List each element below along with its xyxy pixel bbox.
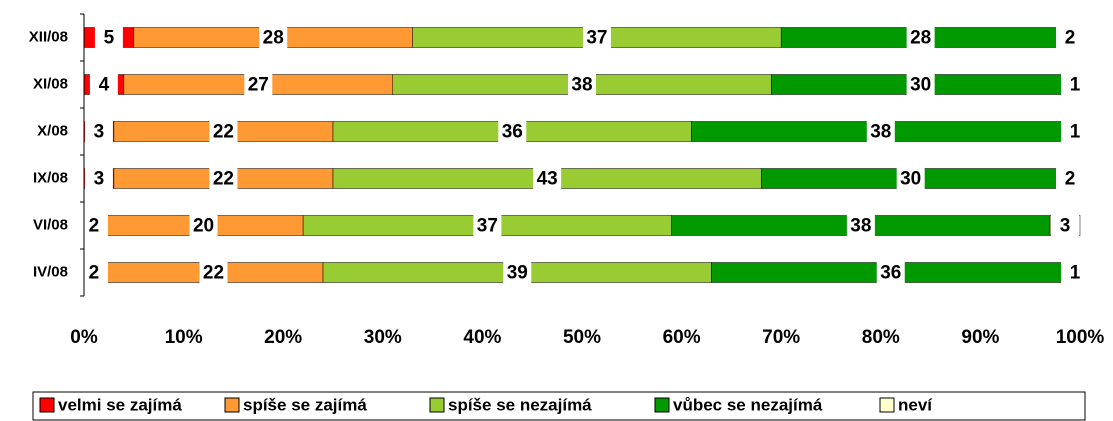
label-bg [582,25,611,50]
data-label: 1 [1070,122,1081,143]
label-bg [533,166,562,191]
data-label: 4 [99,75,110,96]
legend-label: neví [898,395,933,414]
data-label: 22 [213,122,234,143]
data-label: 27 [248,75,269,96]
label-bg [473,213,502,238]
label-bg [84,166,113,191]
label-bg [209,166,238,191]
label-bg [199,260,228,285]
label-bg [189,213,218,238]
data-label: 2 [1065,28,1076,49]
label-bg [244,72,273,97]
data-label: 28 [910,28,931,49]
label-bg [568,72,596,97]
data-label: 3 [94,122,105,143]
label-bg [876,260,905,285]
data-label: 5 [104,28,115,49]
legend-swatch [224,397,240,413]
label-bg [896,166,925,191]
data-label: 38 [571,75,592,96]
label-bg [1061,260,1090,285]
data-label: 30 [900,169,921,190]
legend-swatch [39,397,55,413]
legend-swatch [879,397,895,413]
legend-swatch [429,397,445,413]
label-bg [846,213,875,238]
y-tick-label: IX/08 [33,169,68,186]
y-tick-label: VI/08 [33,216,68,233]
data-label: 43 [537,169,558,190]
data-label: 1 [1070,75,1081,96]
y-tick-label: XII/08 [29,28,68,45]
label-bg [906,72,935,97]
label-bg [259,25,288,50]
x-tick-label: 60% [663,327,701,348]
x-tick-label: 30% [364,327,402,348]
data-label: 38 [870,122,891,143]
data-label: 39 [507,263,528,284]
x-tick-label: 50% [563,327,601,348]
y-tick-label: X/08 [37,122,68,139]
label-bg [94,25,123,50]
data-label: 38 [850,216,871,237]
label-bg [866,119,895,144]
label-bg [906,25,935,50]
legend-label: vůbec se nezajímá [673,395,823,414]
data-label: 36 [880,263,901,284]
legend-swatch [654,397,670,413]
data-label: 37 [477,216,498,237]
data-label: 36 [502,122,523,143]
data-label: 37 [586,28,607,49]
label-bg [89,72,118,97]
data-label: 2 [89,216,100,237]
x-tick-label: 100% [1056,327,1105,348]
x-tick-label: 80% [862,327,900,348]
legend-label: velmi se zajímá [58,395,182,414]
data-label: 2 [1065,169,1076,190]
legend-box [32,391,1086,421]
x-tick-label: 10% [165,327,203,348]
data-label: 30 [910,75,931,96]
label-bg [1061,119,1090,144]
label-bg [498,119,527,144]
label-bg [1051,213,1080,238]
data-label: 20 [193,216,214,237]
label-bg [209,119,238,144]
data-label: 3 [1060,216,1071,237]
label-bg [79,213,108,238]
x-tick-label: 40% [463,327,501,348]
data-label: 1 [1070,263,1081,284]
data-label: 2 [89,263,100,284]
x-tick-label: 70% [762,327,800,348]
x-tick-label: 20% [264,327,302,348]
x-tick-label: 90% [961,327,999,348]
label-bg [503,260,532,285]
label-bg [1061,72,1090,97]
legend-label: spíše se zajímá [243,395,367,414]
x-tick-label: 0% [70,327,98,348]
data-label: 3 [94,169,105,190]
label-bg [84,119,113,144]
data-label: 28 [263,28,284,49]
label-bg [1056,166,1085,191]
data-label: 22 [213,169,234,190]
label-bg [79,260,108,285]
legend-label: spíše se nezajímá [448,395,592,414]
y-tick-label: IV/08 [33,263,68,280]
data-label: 22 [203,263,224,284]
label-bg [1056,25,1085,50]
y-tick-label: XI/08 [33,75,68,92]
